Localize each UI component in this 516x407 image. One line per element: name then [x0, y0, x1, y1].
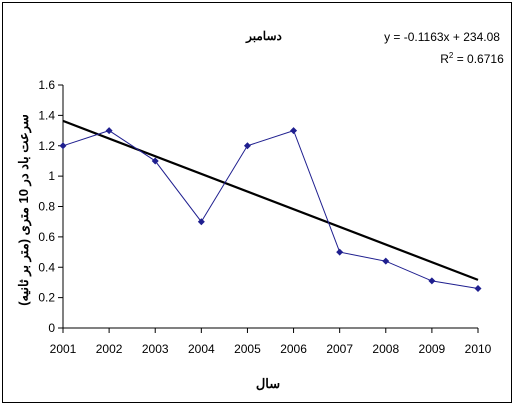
data-point-marker	[474, 285, 482, 293]
data-point-marker	[243, 142, 251, 150]
x-tick-label: 2006	[280, 342, 307, 356]
series-line	[62, 129, 479, 289]
y-tick-label: 0.2	[38, 291, 55, 305]
y-tick-label: 0.4	[38, 260, 55, 274]
x-tick-label: 2007	[326, 342, 353, 356]
data-point-marker	[428, 277, 436, 285]
y-tick-label: 1.4	[38, 108, 55, 122]
x-tick-label: 2005	[234, 342, 261, 356]
x-axis-title: سال	[256, 376, 280, 391]
chart-title: دسامبر	[245, 29, 282, 44]
x-tick-label: 2002	[96, 342, 123, 356]
trendline	[62, 119, 479, 281]
data-point-marker	[382, 257, 390, 265]
r2-superscript: 2	[449, 51, 454, 60]
axes: 0 0.2 0.4 0.6 0.8 1 1.2 1.4 1.6 2001 2002 2003 2004 2…	[38, 78, 491, 356]
x-tick-label: 2008	[372, 342, 399, 356]
data-point-marker	[336, 248, 344, 256]
series	[59, 127, 482, 293]
chart-frame	[2, 2, 512, 403]
x-tick-label: 2004	[188, 342, 215, 356]
y-tick-label: 0.8	[38, 200, 55, 214]
y-tick-label: 0.6	[38, 230, 55, 244]
trendline-equation: y = -0.1163x + 234.08	[384, 30, 500, 44]
x-tick-label: 2009	[419, 342, 446, 356]
data-point-marker	[151, 157, 159, 165]
data-point-marker	[59, 142, 67, 150]
y-tick-label: 1.2	[38, 139, 55, 153]
x-tick-label: 2010	[465, 342, 492, 356]
data-point-marker	[197, 218, 205, 226]
r2-value: = 0.6716	[453, 52, 504, 66]
r2-prefix: R	[440, 52, 449, 66]
y-tick-label: 0	[48, 321, 55, 335]
y-tick-label: 1.6	[38, 78, 55, 92]
data-point-marker	[290, 127, 298, 135]
x-tick-label: 2001	[50, 342, 77, 356]
trendline-r-squared: R2 = 0.6716	[440, 51, 504, 66]
data-point-marker	[105, 127, 113, 135]
y-axis-title: سرعت باد در 10 متری (متر بر ثانیه)	[16, 114, 32, 306]
x-tick-label: 2003	[142, 342, 169, 356]
y-tick-label: 1	[48, 169, 55, 183]
trendline-line	[62, 119, 479, 281]
